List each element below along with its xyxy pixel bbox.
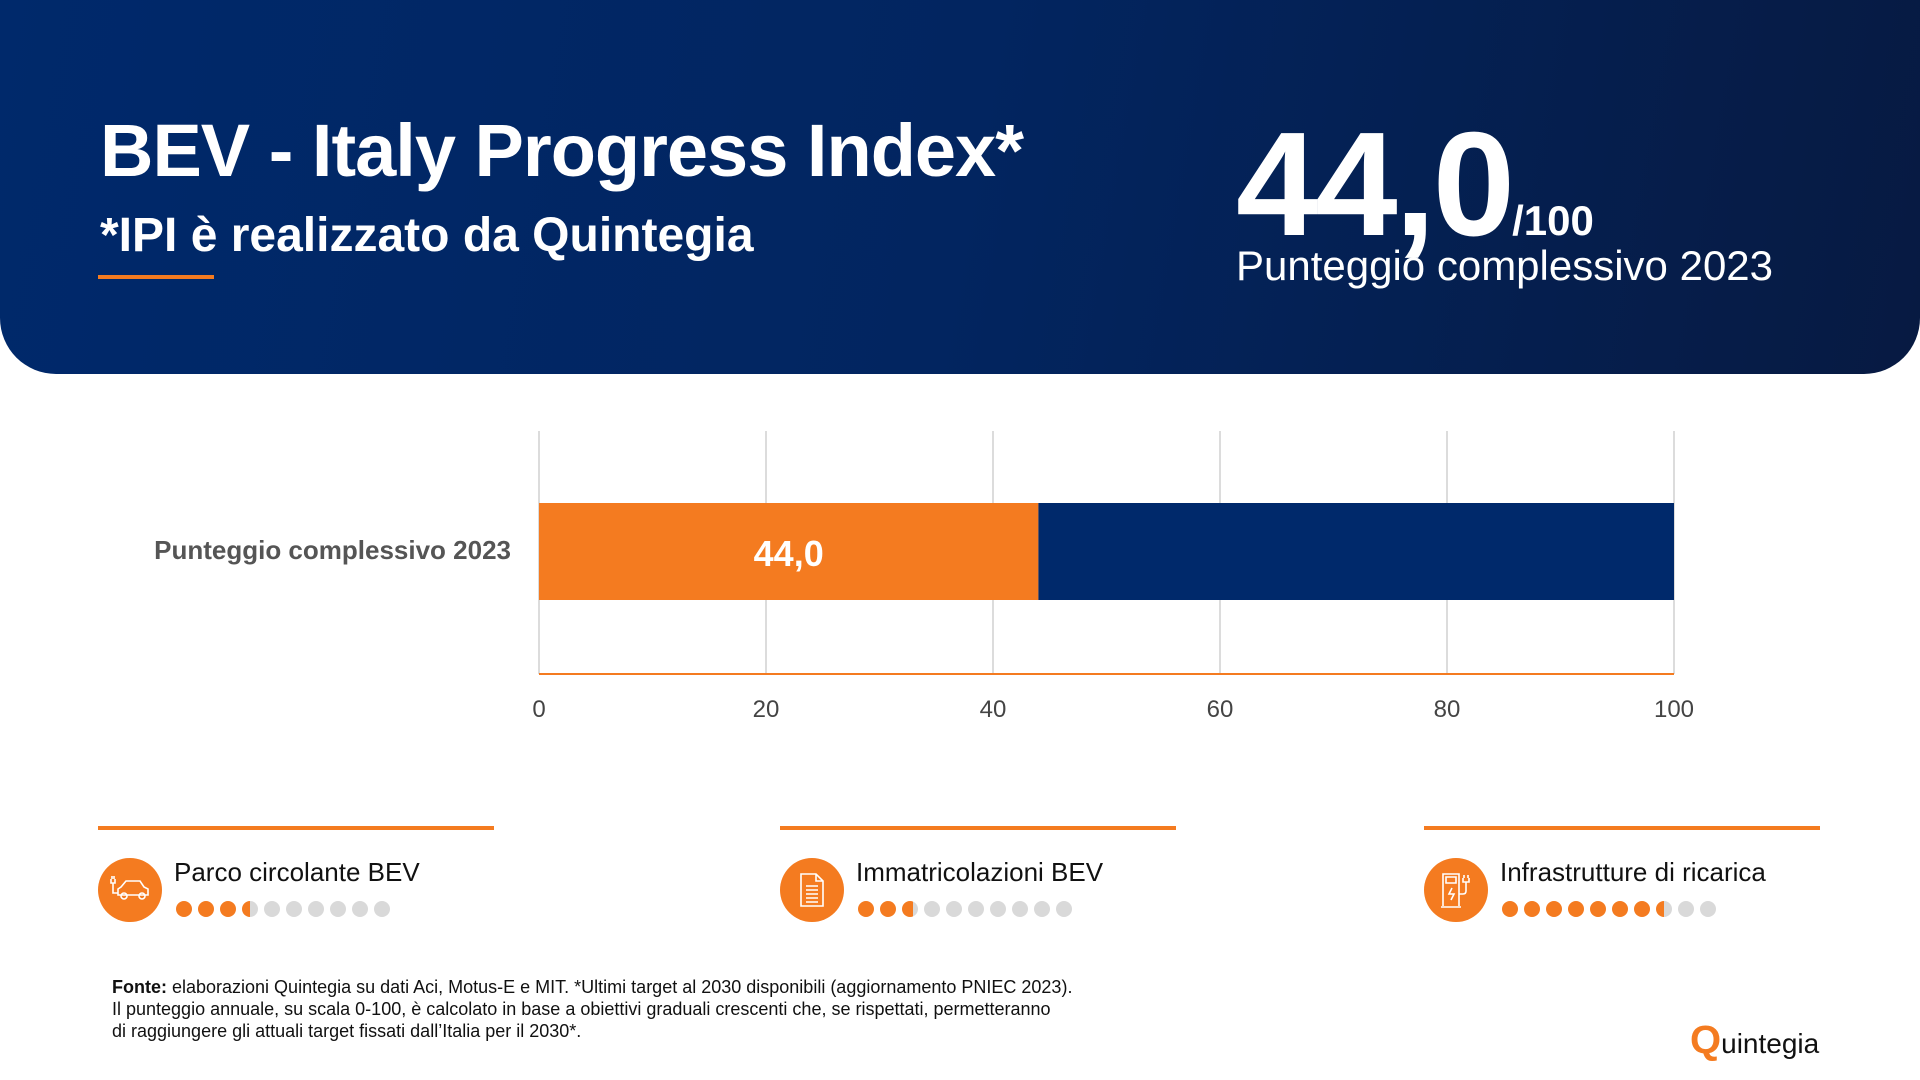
x-tick-label: 80: [1434, 696, 1461, 723]
rating-dot: [1590, 901, 1606, 917]
page-subtitle: *IPI è realizzato da Quintegia: [100, 209, 754, 262]
data-label: 44,0: [754, 533, 824, 574]
item-divider: [780, 826, 1176, 830]
item-parco-circolante: Parco circolante BEV: [98, 826, 494, 936]
page-title: BEV - Italy Progress Index*: [100, 109, 1024, 192]
rating-dot: [858, 901, 874, 917]
rating-dot: [374, 901, 390, 917]
rating-dot: [924, 901, 940, 917]
rating-dot: [1502, 901, 1518, 917]
rating-dot: [902, 901, 918, 917]
x-tick-label: 40: [980, 696, 1007, 723]
rating-dot: [968, 901, 984, 917]
document-icon: [780, 858, 844, 922]
score-value: 44,0: [1236, 102, 1515, 267]
x-tick-label: 100: [1654, 696, 1694, 723]
bar-segment: [539, 503, 1039, 600]
rating-dot: [946, 901, 962, 917]
item-divider: [1424, 826, 1820, 830]
rating-dot: [1012, 901, 1028, 917]
item-label: Parco circolante BEV: [174, 857, 420, 887]
rating-dot: [880, 901, 896, 917]
rating-dot: [1700, 901, 1716, 917]
item-label: Immatricolazioni BEV: [856, 857, 1104, 887]
rating-dot: [176, 901, 192, 917]
rating-dot: [286, 901, 302, 917]
source-line-2: Il punteggio annuale, su scala 0-100, è …: [112, 999, 1051, 1019]
source-label: Fonte:: [112, 977, 167, 997]
source-line-1: elaborazioni Quintegia su dati Aci, Motu…: [166, 977, 1073, 997]
charging-station-icon: [1424, 858, 1488, 922]
header-banner: BEV - Italy Progress Index* *IPI è reali…: [0, 0, 1920, 374]
rating-dot: [264, 901, 280, 917]
score-label: Punteggio complessivo 2023: [1236, 242, 1774, 289]
item-infrastrutture: Infrastrutture di ricarica: [1424, 826, 1820, 936]
rating-dot: [198, 901, 214, 917]
x-tick-label: 60: [1207, 696, 1234, 723]
rating-dot: [1678, 901, 1694, 917]
bar-segment: [1038, 503, 1674, 600]
rating-dot: [1634, 901, 1650, 917]
bar-chart: 0 20 40 60 80 100 44,0 Punteggio complessivo 20…: [154, 431, 1694, 723]
item-immatricolazioni: Immatricolazioni BEV: [780, 826, 1176, 936]
category-label: Punteggio complessivo 2023: [154, 535, 511, 565]
rating-dots: [858, 901, 1072, 917]
rating-dot: [1034, 901, 1050, 917]
rating-dot: [1524, 901, 1540, 917]
score-max: /100: [1512, 197, 1594, 244]
x-tick-label: 0: [532, 696, 545, 723]
rating-dot: [330, 901, 346, 917]
rating-dots: [1502, 901, 1716, 917]
source-note: Fonte: elaborazioni Quintegia su dati Ac…: [112, 976, 1072, 1042]
rating-dot: [1546, 901, 1562, 917]
title-underline: [98, 275, 214, 279]
quintegia-logo: Quintegia: [1690, 1018, 1819, 1063]
item-label: Infrastrutture di ricarica: [1500, 857, 1766, 887]
overall-score: 44,0/100: [1236, 100, 1594, 270]
logo-text: Quintegia: [1690, 1018, 1820, 1062]
x-tick-label: 20: [753, 696, 780, 723]
rating-dot: [308, 901, 324, 917]
source-line-3: di raggiungere gli attuali target fissat…: [112, 1021, 582, 1041]
rating-dot: [1056, 901, 1072, 917]
item-divider: [98, 826, 494, 830]
electric-car-icon: [98, 858, 162, 922]
rating-dot: [352, 901, 368, 917]
rating-dot: [1656, 901, 1672, 917]
rating-dot: [1568, 901, 1584, 917]
rating-dots: [176, 901, 390, 917]
rating-dot: [220, 901, 236, 917]
rating-dot: [990, 901, 1006, 917]
rating-dot: [1612, 901, 1628, 917]
rating-dot: [242, 901, 258, 917]
